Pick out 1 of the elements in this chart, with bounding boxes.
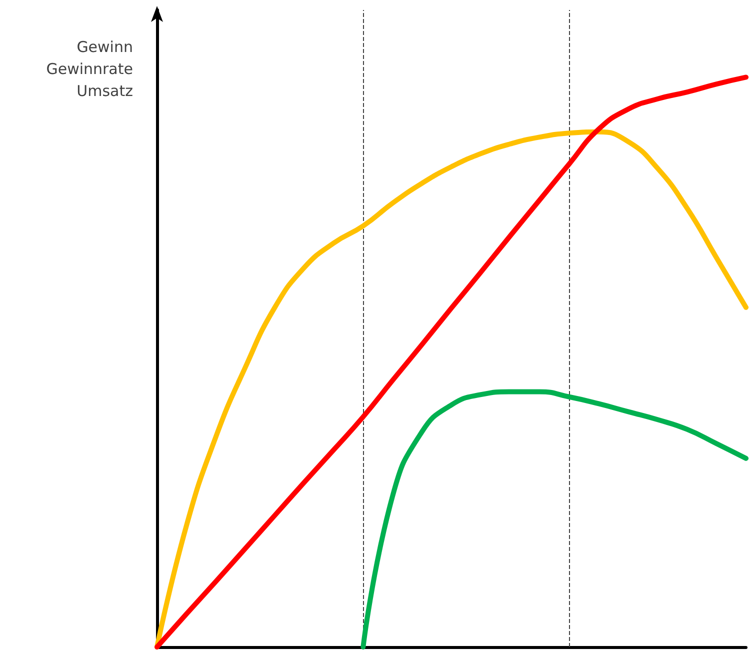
- y-axis-title: Gewinn Gewinnrate Umsatz: [46, 38, 134, 100]
